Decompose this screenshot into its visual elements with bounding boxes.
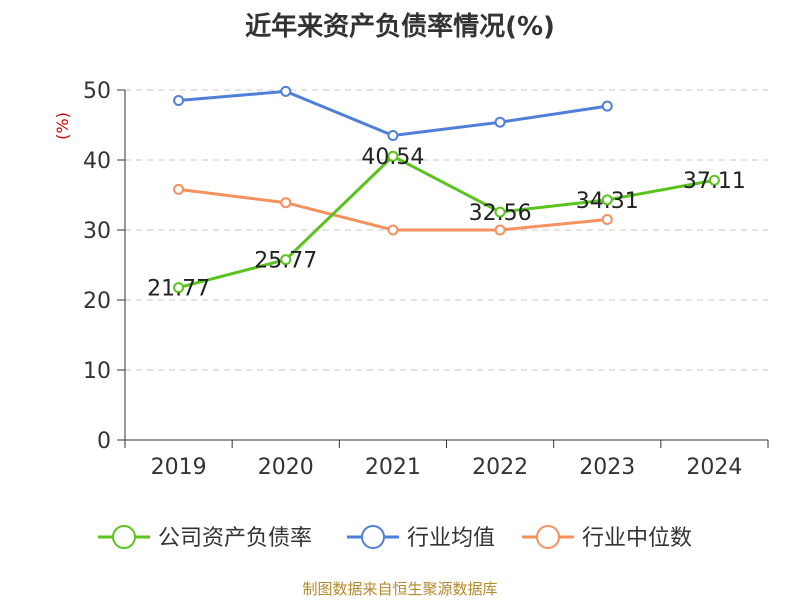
data-label: 34.31 <box>576 189 639 214</box>
y-tick-label: 20 <box>83 289 111 314</box>
data-point <box>280 254 292 266</box>
y-tick-label: 40 <box>83 149 111 174</box>
legend-label: 行业均值 <box>407 526 495 551</box>
data-point <box>387 150 399 162</box>
data-point <box>601 100 613 112</box>
legend-marker <box>361 525 385 549</box>
y-tick-label: 30 <box>83 219 111 244</box>
data-source-note: 制图数据来自恒生聚源数据库 <box>302 580 498 598</box>
x-tick-label: 2024 <box>686 455 742 480</box>
legend-marker <box>112 525 136 549</box>
y-axis-label: (%) <box>53 112 72 140</box>
axes: 0 10 20 30 40 50 (%) 2019 2020 2021 2022 2023 2024 <box>53 79 769 480</box>
data-point <box>494 224 506 236</box>
x-tick-label: 2022 <box>472 455 528 480</box>
data-point <box>387 224 399 236</box>
x-tick-label: 2021 <box>365 455 421 480</box>
data-label: 37.11 <box>683 169 746 194</box>
data-point <box>173 282 185 294</box>
data-point <box>173 95 185 106</box>
x-tick-label: 2019 <box>151 455 207 480</box>
series-line <box>178 89 608 137</box>
data-point <box>708 174 720 186</box>
x-tick-label: 2023 <box>579 455 635 480</box>
data-point <box>601 194 613 206</box>
legend-label: 公司资产负债率 <box>158 526 312 551</box>
data-labels: 21.77 25.77 40.54 32.56 34.31 37.11 <box>147 145 746 301</box>
data-point <box>494 206 506 218</box>
y-tick-label: 50 <box>83 79 111 104</box>
series-line <box>178 154 715 290</box>
data-point <box>280 85 292 97</box>
data-label: 32.56 <box>469 201 532 226</box>
legend: 公司资产负债率 行业均值 行业中位数 <box>98 525 692 551</box>
y-tick-label: 10 <box>83 359 111 384</box>
legend-label: 行业中位数 <box>582 526 692 551</box>
data-point <box>494 116 506 128</box>
x-tick-label: 2020 <box>258 455 314 480</box>
data-point <box>601 214 613 225</box>
data-point <box>173 183 185 195</box>
legend-marker <box>536 525 560 549</box>
series-lines <box>173 85 720 294</box>
chart-title: 近年来资产负债率情况(%) <box>245 12 555 42</box>
data-point <box>280 197 292 209</box>
y-tick-label: 0 <box>97 429 111 454</box>
series-line <box>178 187 608 232</box>
data-label: 21.77 <box>147 277 210 302</box>
data-label: 40.54 <box>361 145 424 170</box>
data-point <box>387 130 399 141</box>
data-label: 25.77 <box>254 249 317 274</box>
